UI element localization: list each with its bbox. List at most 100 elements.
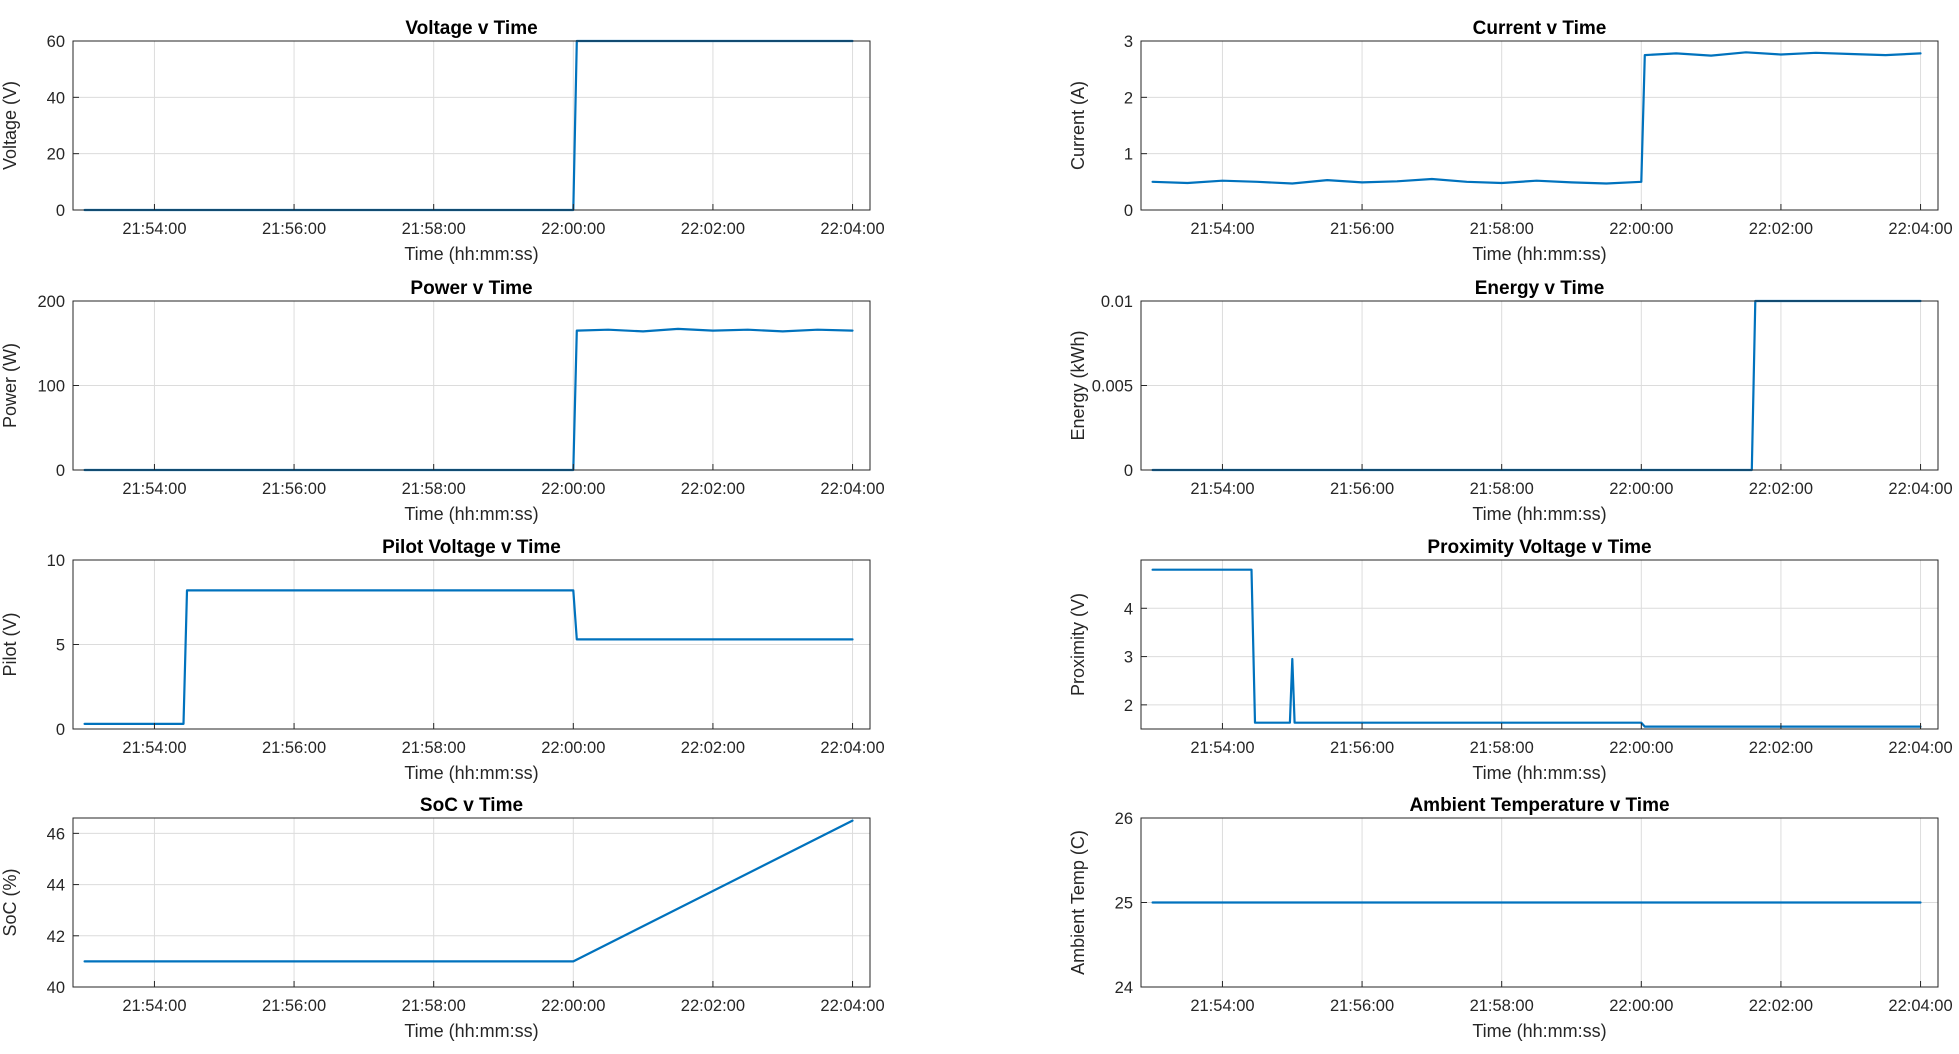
- y-tick-label: 26: [1115, 810, 1133, 828]
- chart-title: Proximity Voltage v Time: [1427, 537, 1651, 558]
- x-tick-label: 22:00:00: [541, 220, 605, 238]
- x-tick-label: 22:00:00: [541, 997, 605, 1015]
- axes-frame: [1140, 40, 1939, 211]
- chart-title: SoC v Time: [420, 795, 523, 816]
- y-tick-label: 0.005: [1092, 378, 1133, 396]
- y-tick-label: 2: [1124, 697, 1133, 715]
- chart-panel-7: 21:54:00 21:56:00 21:58:00 22:00:00 22:02:00…: [1068, 795, 1953, 1041]
- chart-title: Pilot Voltage v Time: [382, 537, 561, 558]
- x-axis-label: Time (hh:mm:ss): [404, 244, 538, 264]
- x-tick-label: 21:54:00: [122, 739, 186, 757]
- x-tick-label: 21:54:00: [122, 220, 186, 238]
- chart-title: Ambient Temperature v Time: [1409, 795, 1669, 816]
- y-axis-label: Power (W): [0, 343, 20, 428]
- y-axis-label: Voltage (V): [0, 81, 20, 170]
- y-tick-label: 46: [47, 825, 65, 843]
- x-tick-label: 21:56:00: [1330, 997, 1394, 1015]
- y-axis-label: Energy (kWh): [1068, 330, 1088, 440]
- x-axis-label: Time (hh:mm:ss): [404, 1021, 538, 1041]
- x-tick-label: 22:04:00: [1888, 220, 1952, 238]
- x-tick-label: 21:58:00: [1470, 997, 1534, 1015]
- x-tick-label: 21:56:00: [262, 739, 326, 757]
- x-tick-label: 22:02:00: [1749, 739, 1813, 757]
- y-tick-label: 5: [56, 637, 65, 655]
- x-tick-label: 22:02:00: [1749, 220, 1813, 238]
- x-tick-label: 22:02:00: [1749, 480, 1813, 498]
- x-axis-label: Time (hh:mm:ss): [1472, 763, 1606, 783]
- x-tick-label: 22:02:00: [681, 997, 745, 1015]
- y-tick-label: 25: [1115, 895, 1133, 913]
- plot-area: [1140, 559, 1939, 730]
- x-axis-label: Time (hh:mm:ss): [404, 763, 538, 783]
- y-axis-label: Proximity (V): [1068, 593, 1088, 696]
- chart-panel-5: 21:54:00 21:56:00 21:58:00 22:00:00 22:02:00…: [1068, 537, 1953, 783]
- x-tick-label: 21:56:00: [262, 480, 326, 498]
- x-axis-label: Time (hh:mm:ss): [1472, 1021, 1606, 1041]
- x-tick-label: 21:56:00: [1330, 480, 1394, 498]
- y-tick-label: 0: [56, 721, 65, 739]
- y-tick-label: 0: [56, 202, 65, 220]
- y-tick-label: 0: [1124, 462, 1133, 480]
- x-tick-label: 22:02:00: [681, 480, 745, 498]
- y-tick-label: 2: [1124, 89, 1133, 107]
- x-tick-label: 22:04:00: [820, 997, 884, 1015]
- x-tick-label: 22:04:00: [1888, 739, 1952, 757]
- x-tick-label: 22:00:00: [1609, 220, 1673, 238]
- x-tick-label: 22:04:00: [820, 739, 884, 757]
- y-tick-label: 20: [47, 146, 65, 164]
- y-tick-label: 3: [1124, 649, 1133, 667]
- axes-frame: [1140, 559, 1939, 730]
- x-tick-label: 22:02:00: [1749, 997, 1813, 1015]
- x-tick-label: 21:54:00: [122, 997, 186, 1015]
- y-tick-label: 100: [37, 378, 65, 396]
- y-tick-label: 4: [1124, 600, 1133, 618]
- axes-frame: [72, 817, 871, 988]
- x-axis-label: Time (hh:mm:ss): [404, 504, 538, 524]
- y-tick-label: 60: [47, 33, 65, 51]
- y-tick-label: 3: [1124, 33, 1133, 51]
- x-tick-label: 21:58:00: [402, 997, 466, 1015]
- y-tick-label: 24: [1115, 979, 1133, 997]
- x-tick-label: 21:56:00: [1330, 220, 1394, 238]
- chart-title: Energy v Time: [1475, 278, 1605, 299]
- x-tick-label: 21:58:00: [1470, 220, 1534, 238]
- x-tick-label: 21:54:00: [1190, 220, 1254, 238]
- x-tick-label: 22:00:00: [1609, 739, 1673, 757]
- x-tick-label: 22:00:00: [541, 480, 605, 498]
- x-tick-label: 21:58:00: [1470, 739, 1534, 757]
- series-line: [83, 589, 854, 726]
- x-tick-label: 21:54:00: [122, 480, 186, 498]
- x-tick-label: 22:04:00: [820, 220, 884, 238]
- x-axis-label: Time (hh:mm:ss): [1472, 244, 1606, 264]
- y-tick-label: 40: [47, 89, 65, 107]
- chart-panel-6: 21:54:00 21:56:00 21:58:00 22:00:00 22:02:00…: [0, 795, 885, 1041]
- x-tick-label: 22:00:00: [1609, 997, 1673, 1015]
- chart-title: Voltage v Time: [405, 18, 537, 39]
- x-tick-label: 22:02:00: [681, 739, 745, 757]
- chart-title: Power v Time: [410, 278, 532, 299]
- axes-frame: [72, 40, 871, 211]
- series-line: [83, 327, 854, 472]
- x-tick-label: 21:56:00: [262, 220, 326, 238]
- x-tick-label: 21:58:00: [402, 220, 466, 238]
- y-tick-label: 0: [1124, 202, 1133, 220]
- chart-panel-4: 21:54:00 21:56:00 21:58:00 22:00:00 22:02:00…: [0, 537, 885, 783]
- x-tick-label: 21:58:00: [1470, 480, 1534, 498]
- chart-panel-3: 21:54:00 21:56:00 21:58:00 22:00:00 22:02:00…: [1068, 278, 1953, 524]
- y-axis-label: SoC (%): [0, 868, 20, 936]
- plot-area: [1140, 40, 1939, 211]
- y-tick-label: 42: [47, 928, 65, 946]
- x-tick-label: 22:00:00: [541, 739, 605, 757]
- y-tick-label: 10: [47, 552, 65, 570]
- x-tick-label: 21:54:00: [1190, 480, 1254, 498]
- x-tick-label: 22:04:00: [1888, 997, 1952, 1015]
- x-tick-label: 21:58:00: [402, 480, 466, 498]
- x-axis-label: Time (hh:mm:ss): [1472, 504, 1606, 524]
- x-tick-label: 22:02:00: [681, 220, 745, 238]
- series-line: [1151, 51, 1922, 185]
- y-tick-label: 1: [1124, 146, 1133, 164]
- x-tick-label: 21:56:00: [1330, 739, 1394, 757]
- plot-area: [72, 40, 871, 211]
- y-tick-label: 0.01: [1101, 293, 1133, 311]
